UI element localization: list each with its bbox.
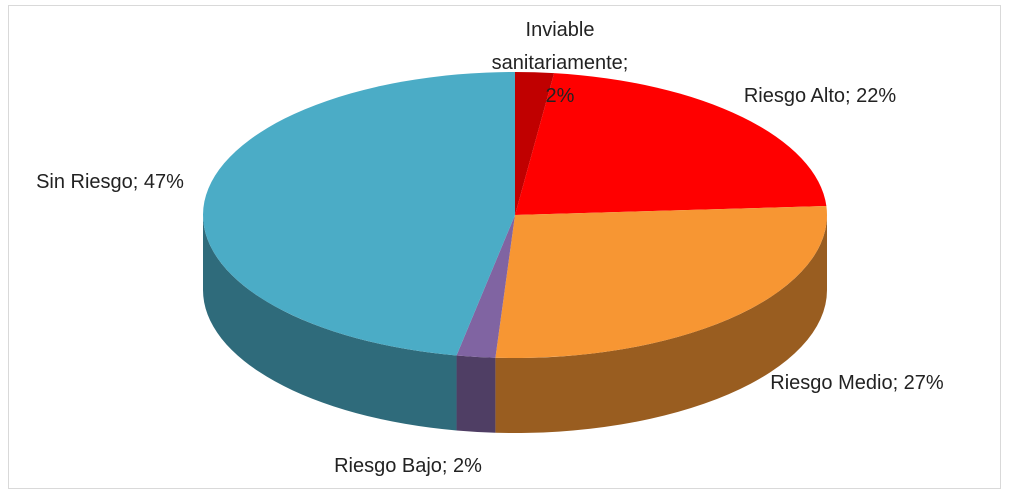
slice: Riesgo Bajo [456, 215, 515, 358]
slice-wall [456, 355, 496, 433]
data-label: Sin Riesgo; 47% [36, 171, 184, 193]
data-label: Riesgo Alto; 22% [743, 85, 897, 107]
chart-frame [8, 5, 1001, 489]
slice-wall [202, 215, 457, 431]
slice: Inviable sanitariamente [515, 72, 555, 215]
pie-tops: Inviable sanitariamenteRiesgo AltoRiesgo… [203, 72, 827, 359]
slice: Riesgo Medio [495, 206, 827, 359]
data-label: Inviable sanitariamente; 2% [491, 19, 629, 107]
slice: Riesgo Alto [515, 73, 827, 215]
slice: Sin Riesgo [203, 72, 515, 356]
pie-walls [202, 215, 827, 433]
data-label: Riesgo Medio; 27% [770, 372, 944, 394]
data-label: Riesgo Bajo; 2% [334, 455, 482, 477]
slice-wall [495, 215, 827, 433]
